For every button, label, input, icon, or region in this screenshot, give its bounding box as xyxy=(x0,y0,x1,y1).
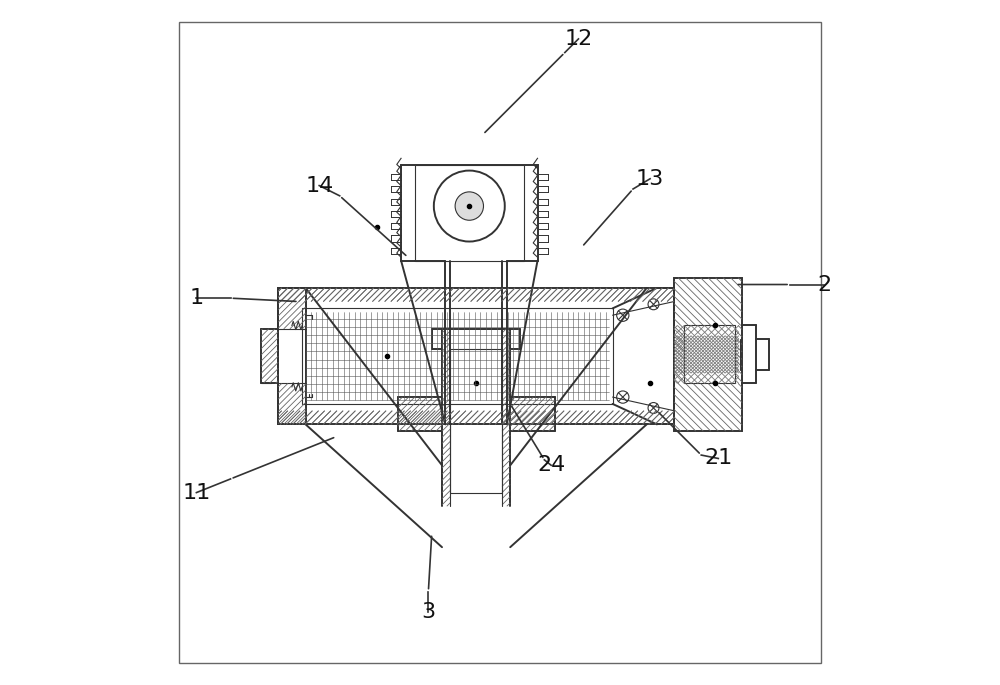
Bar xyxy=(401,165,538,260)
Text: 1: 1 xyxy=(189,288,203,308)
Text: 24: 24 xyxy=(537,456,565,475)
Text: 13: 13 xyxy=(636,169,664,189)
Bar xyxy=(450,349,502,493)
Text: 2: 2 xyxy=(817,275,831,295)
Bar xyxy=(684,325,735,384)
Text: 21: 21 xyxy=(704,449,732,469)
Circle shape xyxy=(455,192,483,221)
Text: 3: 3 xyxy=(421,602,435,622)
Bar xyxy=(302,308,613,404)
Bar xyxy=(278,288,306,425)
Text: 11: 11 xyxy=(182,483,211,503)
Bar xyxy=(415,165,524,260)
Bar xyxy=(278,288,674,425)
Bar xyxy=(674,277,742,431)
Text: 12: 12 xyxy=(564,29,593,49)
Text: 14: 14 xyxy=(305,175,333,196)
